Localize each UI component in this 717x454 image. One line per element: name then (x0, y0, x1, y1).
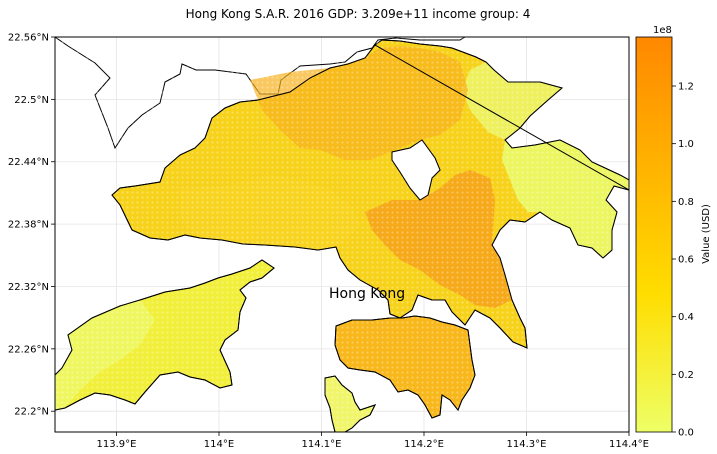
colorbar-tick-label: 0.2 (678, 370, 694, 381)
colorbar-tick-label: 0.0 (678, 428, 694, 439)
colorbar-gradient (636, 37, 672, 432)
colorbar-label: Value (USD) (701, 204, 712, 264)
hex-texture (55, 37, 629, 432)
lon-tick-label: 114.2°E (404, 439, 444, 450)
lon-tick-label: 113.9°E (97, 439, 137, 450)
map-frame (54, 36, 630, 433)
place-label: Hong Kong (329, 286, 405, 302)
colorbar-ticks: 0.0 0.2 0.4 0.6 0.8 1.0 1.2 (672, 82, 694, 439)
coastlines (55, 39, 629, 432)
colorbar-multiplier: 1e8 (653, 25, 672, 36)
colorbar-tick-label: 1.2 (678, 82, 694, 93)
lat-tick-label: 22.5°N (14, 95, 49, 106)
map-axes: Hong Kong 22.56°N22.5°N22.44°N22.38°N22.… (8, 33, 649, 451)
lon-tick-label: 114.1°E (302, 439, 342, 450)
lon-tick-label: 114°E (204, 439, 234, 450)
lon-tick-label: 114.4°E (609, 439, 649, 450)
colorbar-tick-label: 0.6 (678, 255, 694, 266)
land-masses (55, 37, 629, 432)
colorbar-frame (635, 36, 673, 433)
colorbar: 1e8 0.0 0.2 0.4 0.6 0.8 1.0 1.2 Value (USD) (635, 25, 712, 439)
colorbar-tick-label: 0.4 (678, 312, 694, 323)
chart-title: Hong Kong S.A.R. 2016 GDP: 3.209e+11 inc… (186, 7, 531, 21)
lon-tick-labels: 113.9°E 114°E 114.1°E 114.2°E 114.3°E 114.4°E (97, 432, 649, 450)
lat-tick-label: 22.32°N (8, 282, 49, 293)
lon-tick-label: 114.3°E (507, 439, 547, 450)
lat-tick-label: 22.2°N (14, 407, 49, 418)
lat-tick-label: 22.44°N (8, 157, 49, 168)
colorbar-tick-label: 0.8 (678, 197, 694, 208)
lat-tick-label: 22.56°N (8, 33, 49, 44)
colorbar-tick-label: 1.0 (678, 139, 694, 150)
lat-tick-label: 22.26°N (8, 344, 49, 355)
lat-tick-labels: 22.56°N 22.5°N 22.44°N 22.38°N 22.32°N 22.26°… (8, 33, 55, 418)
lat-tick-label: 22.38°N (8, 220, 49, 231)
